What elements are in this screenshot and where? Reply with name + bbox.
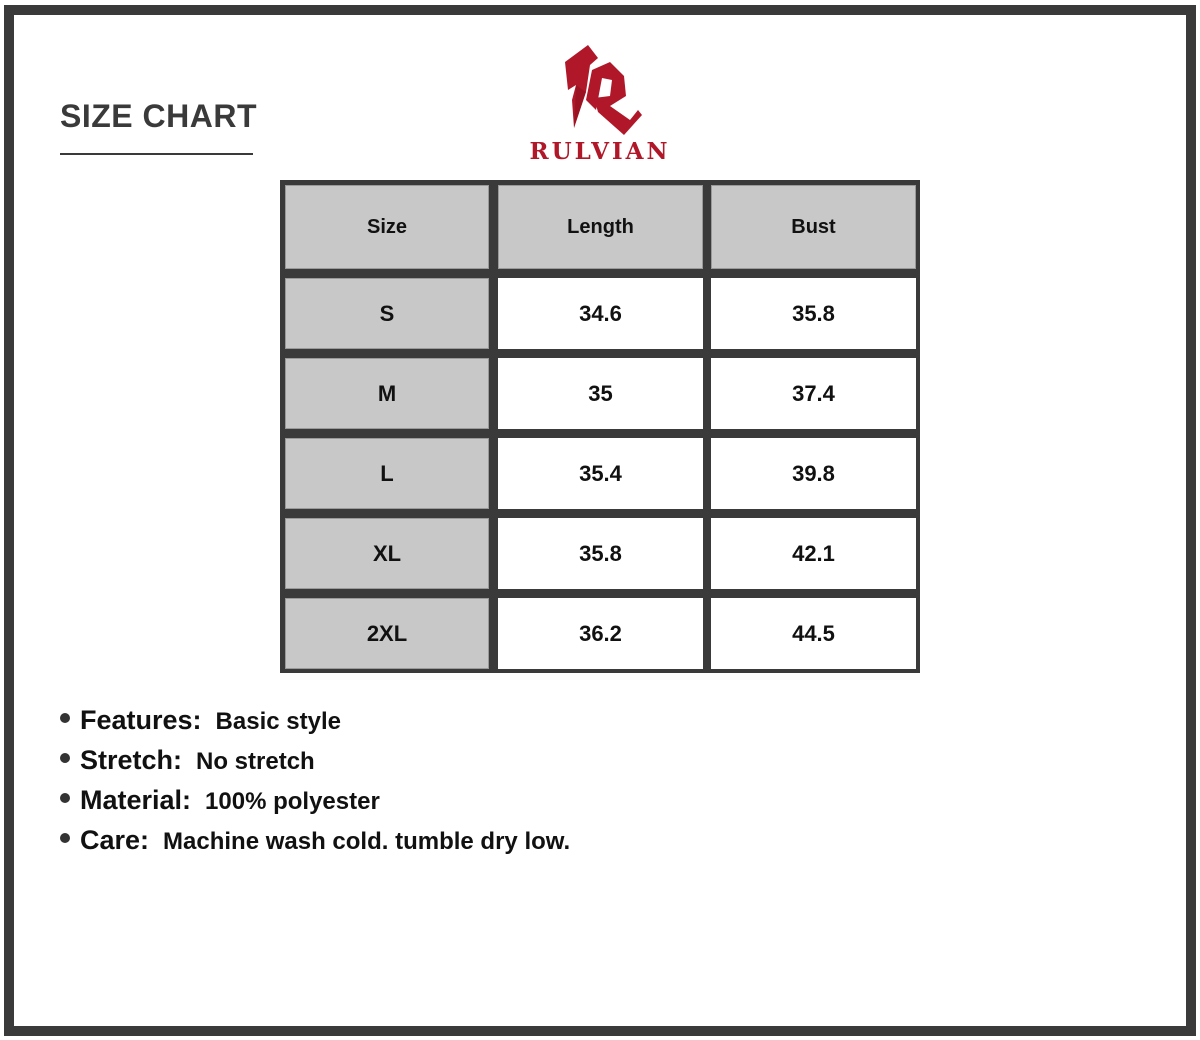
brand-logo: RULVIAN [520, 40, 680, 170]
bullet-icon [60, 713, 70, 723]
note-value: No stretch [196, 748, 315, 775]
table-cell: 35.4 [498, 438, 703, 509]
note-value: 100% polyester [205, 788, 380, 815]
table-cell: 35.8 [711, 278, 916, 349]
brand-name: RULVIAN [529, 138, 671, 165]
table-cell: 39.8 [711, 438, 916, 509]
note-item: Features: Basic style [60, 705, 570, 745]
note-label: Stretch: [80, 745, 183, 775]
note-item: Material: 100% polyester [60, 785, 570, 825]
table-header-cell: Length [498, 185, 703, 269]
table-cell: 34.6 [498, 278, 703, 349]
note-item: Stretch: No stretch [60, 745, 570, 785]
table-cell: M [285, 358, 489, 429]
note-item: Care: Machine wash cold. tumble dry low. [60, 825, 570, 865]
note-label: Features: [80, 705, 202, 735]
note-label: Care: [80, 825, 150, 855]
table-cell: XL [285, 518, 489, 589]
table-header-cell: Size [285, 185, 489, 269]
note-label: Material: [80, 785, 192, 815]
page-title: SIZE CHART [60, 98, 257, 134]
note-value: Machine wash cold. tumble dry low. [163, 828, 571, 855]
table-cell: 36.2 [498, 598, 703, 669]
bullet-icon [60, 833, 70, 843]
table-header-cell: Bust [711, 185, 916, 269]
bullet-icon [60, 793, 70, 803]
bullet-icon [60, 753, 70, 763]
r-logo-icon [565, 45, 642, 135]
note-value: Basic style [215, 708, 341, 735]
table-cell: 37.4 [711, 358, 916, 429]
title-underline [60, 153, 253, 155]
table-cell: 42.1 [711, 518, 916, 589]
table-cell: 35.8 [498, 518, 703, 589]
table-cell: S [285, 278, 489, 349]
product-notes: Features: Basic style Stretch: No stretch Ma… [60, 705, 570, 865]
table-cell: L [285, 438, 489, 509]
table-cell: 44.5 [711, 598, 916, 669]
size-table: Size Length Bust S 34.6 35.8 M 35 37.4 L 35.4 39.8 X… [280, 180, 920, 673]
table-cell: 35 [498, 358, 703, 429]
table-cell: 2XL [285, 598, 489, 669]
